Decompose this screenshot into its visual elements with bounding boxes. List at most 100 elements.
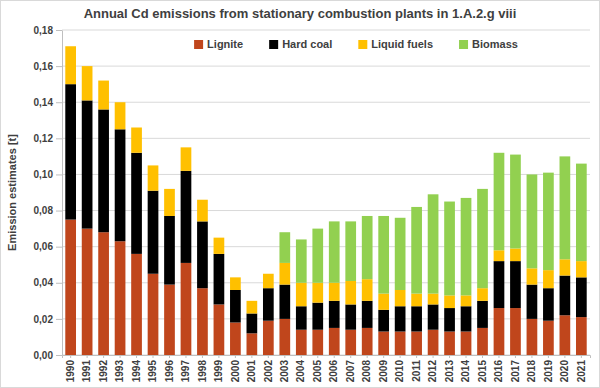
- bar: [197, 221, 208, 288]
- grid: [62, 30, 590, 355]
- bar: [428, 294, 439, 305]
- x-tick: 2019: [543, 355, 554, 382]
- x-tick-label: 2010: [394, 360, 405, 383]
- bar: [98, 232, 109, 355]
- x-tick-label: 2017: [510, 360, 521, 383]
- bar: [82, 66, 93, 100]
- y-tick: 0,16: [34, 61, 62, 72]
- x-tick-mark: [433, 355, 434, 358]
- x-tick: 1999: [213, 355, 224, 382]
- bar: [444, 295, 455, 308]
- x-tick: 1992: [98, 355, 109, 382]
- bar: [131, 153, 142, 254]
- bar: [560, 259, 571, 275]
- x-tick-label: 1995: [147, 360, 158, 383]
- y-tick-mark: [56, 30, 62, 31]
- x-tick: 2021: [576, 355, 587, 382]
- bar: [98, 80, 109, 81]
- x-tick-label: 1991: [81, 360, 92, 383]
- bar: [181, 147, 192, 170]
- bar: [279, 285, 290, 319]
- x-tick: 1998: [197, 355, 208, 382]
- bar: [148, 191, 159, 274]
- y-tick-mark: [56, 138, 62, 139]
- y-tick-label: 0,18: [34, 25, 54, 36]
- x-tick-mark: [350, 355, 351, 358]
- bar: [461, 306, 472, 331]
- y-tick-label: 0,14: [34, 97, 54, 108]
- grid-line: [62, 30, 590, 31]
- bar: [543, 321, 554, 355]
- bar: [263, 274, 274, 288]
- x-tick-label: 1996: [164, 360, 175, 383]
- bar: [477, 301, 488, 328]
- bar: [510, 308, 521, 355]
- bar: [263, 288, 274, 321]
- bar: [411, 332, 422, 355]
- legend-item: Lignite: [194, 38, 243, 50]
- bar: [115, 102, 126, 129]
- x-tick-mark: [581, 355, 582, 358]
- x-tick: 2015: [477, 355, 488, 382]
- legend-swatch: [269, 40, 278, 49]
- bar: [378, 216, 389, 294]
- x-tick-mark: [400, 355, 401, 358]
- x-tick-mark: [70, 355, 71, 358]
- bar: [576, 317, 587, 355]
- bar: [296, 239, 307, 282]
- x-tick-label: 1994: [131, 360, 142, 383]
- bar: [527, 174, 538, 268]
- y-tick-mark: [56, 247, 62, 248]
- y-axis: 0,000,020,040,060,080,100,120,140,160,18: [34, 25, 63, 361]
- bar: [214, 304, 225, 355]
- bar: [543, 270, 554, 288]
- x-tick: 2016: [493, 355, 504, 382]
- bar: [164, 189, 175, 216]
- x-tick-label: 2008: [361, 360, 372, 383]
- bar: [181, 263, 192, 355]
- x-tick: 2005: [312, 355, 323, 382]
- bar: [214, 237, 225, 238]
- y-tick-mark: [56, 102, 62, 103]
- x-tick: 2008: [361, 355, 372, 382]
- bar: [362, 301, 373, 328]
- x-tick-mark: [548, 355, 549, 358]
- bar: [131, 128, 142, 153]
- bar: [345, 281, 356, 304]
- bar: [329, 301, 340, 328]
- x-tick-label: 2018: [526, 360, 537, 383]
- bar: [411, 207, 422, 294]
- bar: [362, 279, 373, 301]
- y-tick-label: 0,10: [34, 169, 54, 180]
- y-tick: 0,14: [34, 97, 62, 108]
- y-tick: 0,10: [34, 169, 62, 180]
- bar: [395, 290, 406, 306]
- x-tick-label: 1992: [98, 360, 109, 383]
- bar: [527, 319, 538, 355]
- x-tick-label: 2013: [444, 360, 455, 383]
- x-tick-mark: [383, 355, 384, 358]
- bar: [148, 274, 159, 355]
- bar: [115, 241, 126, 355]
- x-tick-label: 2009: [378, 360, 389, 383]
- series-3: [279, 153, 586, 296]
- legend-label: Lignite: [207, 38, 243, 50]
- bar: [560, 276, 571, 316]
- x-tick: 2017: [510, 355, 521, 382]
- bar: [98, 109, 109, 232]
- bar: [444, 202, 455, 296]
- bar: [263, 321, 274, 355]
- bar: [115, 102, 126, 103]
- x-tick-label: 2019: [543, 360, 554, 383]
- bar: [230, 277, 241, 278]
- bar: [444, 332, 455, 355]
- y-tick-mark: [56, 211, 62, 212]
- bar: [312, 283, 323, 303]
- bar: [131, 127, 142, 128]
- x-tick: 1995: [147, 355, 158, 382]
- bar: [461, 295, 472, 306]
- bar: [214, 238, 225, 254]
- bar: [510, 261, 521, 308]
- bar: [494, 308, 505, 355]
- x-tick-mark: [218, 355, 219, 358]
